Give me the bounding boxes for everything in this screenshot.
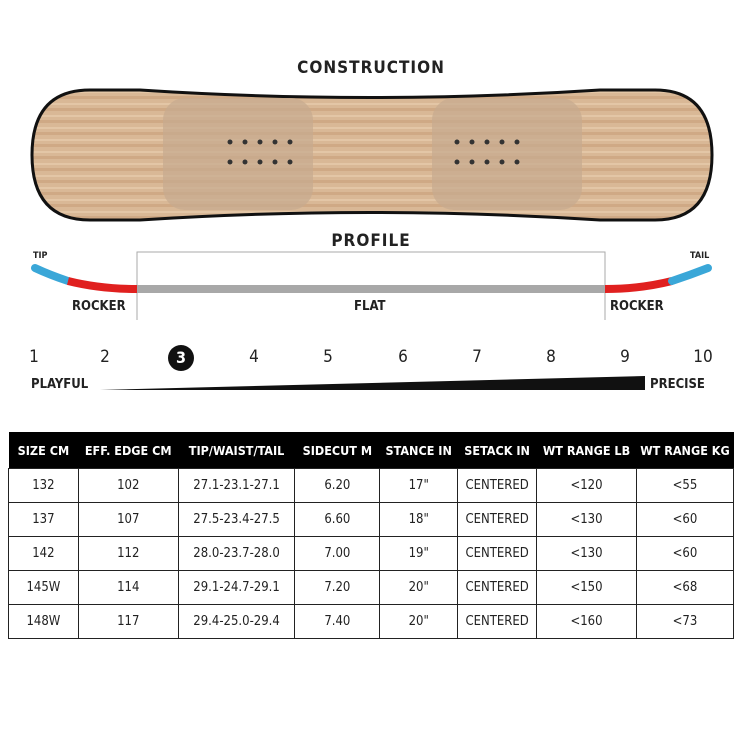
board-shape — [30, 88, 714, 222]
header-size: SIZE CM — [8, 432, 79, 469]
scale-4: 4 — [249, 347, 259, 367]
header-setback: SETACK IN — [457, 432, 537, 469]
binding-insert-zone-left — [163, 98, 313, 210]
table-row: 132 102 27.1-23.1-27.1 6.20 17" CENTERED <120 <… — [8, 468, 735, 503]
tip-section — [31, 264, 72, 285]
table-cell: 7.20 — [294, 570, 381, 605]
table-cell: 20" — [379, 570, 459, 605]
table-cell: <60 — [635, 502, 735, 537]
table-cell: 27.1-23.1-27.1 — [177, 468, 296, 503]
binding-insert-zone-right — [432, 98, 582, 210]
table-cell: 132 — [8, 468, 79, 503]
table-cell: CENTERED — [457, 570, 538, 605]
scale-6: 6 — [398, 347, 408, 367]
construction-title: CONSTRUCTION — [297, 58, 445, 78]
table-row: 145W 114 29.1-24.7-29.1 7.20 20" CENTERED <150… — [8, 570, 735, 605]
table-cell: 7.00 — [294, 536, 381, 571]
rocker-right — [604, 277, 673, 293]
flat-label: FLAT — [354, 299, 386, 314]
table-row: 137 107 27.5-23.4-27.5 6.60 18" CENTERED <130 <… — [8, 502, 735, 537]
table-cell: <130 — [536, 502, 637, 537]
flat-section — [137, 285, 605, 293]
scale-1: 1 — [29, 347, 39, 367]
header-wt-lb: WT RANGE LB — [536, 432, 637, 469]
rocker-left — [67, 277, 138, 293]
table-cell: 117 — [77, 604, 179, 639]
scale-10: 10 — [693, 347, 713, 367]
profile-title: PROFILE — [331, 231, 411, 251]
table-cell: 20" — [379, 604, 459, 639]
table-cell: 112 — [77, 536, 179, 571]
table-cell: <150 — [536, 570, 637, 605]
size-chart-table: SIZE CM EFF. EDGE CM TIP/WAIST/TAIL SIDE… — [8, 432, 735, 639]
table-cell: 19" — [379, 536, 459, 571]
scale-9: 9 — [620, 347, 630, 367]
table-cell: 107 — [77, 502, 179, 537]
table-cell: CENTERED — [457, 536, 538, 571]
table-cell: <73 — [635, 604, 735, 639]
playful-precise-wedge — [100, 376, 645, 390]
table-cell: 102 — [77, 468, 179, 503]
table-cell: 29.1-24.7-29.1 — [177, 570, 296, 605]
table-cell: <60 — [635, 536, 735, 571]
playful-label: PLAYFUL — [31, 377, 89, 392]
table-cell: 145W — [8, 570, 79, 605]
header-wt-kg: WT RANGE KG — [636, 432, 734, 469]
table-cell: <55 — [635, 468, 735, 503]
table-cell: 7.40 — [294, 604, 381, 639]
tail-label: TAIL — [690, 251, 710, 261]
tip-label: TIP — [33, 251, 48, 261]
table-cell: 114 — [77, 570, 179, 605]
precise-label: PRECISE — [650, 377, 705, 392]
table-cell: <130 — [536, 536, 637, 571]
scale-2: 2 — [100, 347, 110, 367]
table-row: 148W 117 29.4-25.0-29.4 7.40 20" CENTERED <160… — [8, 604, 735, 639]
table-cell: 27.5-23.4-27.5 — [177, 502, 296, 537]
table-cell: 18" — [379, 502, 459, 537]
scale-8: 8 — [546, 347, 556, 367]
header-stance: STANCE IN — [379, 432, 458, 469]
table-cell: 29.4-25.0-29.4 — [177, 604, 296, 639]
table-cell: CENTERED — [457, 604, 538, 639]
table-cell: 17" — [379, 468, 459, 503]
header-sidecut: SIDECUT M — [294, 432, 380, 469]
table-cell: CENTERED — [457, 468, 538, 503]
scale-7: 7 — [472, 347, 482, 367]
scale-5: 5 — [323, 347, 333, 367]
header-eff-edge: EFF. EDGE CM — [78, 432, 179, 469]
scale-3-selected: 3 — [168, 345, 194, 371]
table-cell: <160 — [536, 604, 637, 639]
snowboard-illustration — [30, 88, 714, 390]
table-cell: 148W — [8, 604, 79, 639]
table-cell: 142 — [8, 536, 79, 571]
table-cell: <68 — [635, 570, 735, 605]
table-cell: 137 — [8, 502, 79, 537]
table-header-row: SIZE CM EFF. EDGE CM TIP/WAIST/TAIL SIDE… — [8, 432, 734, 469]
header-tip-waist-tail: TIP/WAIST/TAIL — [178, 432, 295, 469]
table-cell: CENTERED — [457, 502, 538, 537]
table-cell: 28.0-23.7-28.0 — [177, 536, 296, 571]
rocker-left-label: ROCKER — [72, 299, 126, 314]
insert-holes — [227, 139, 520, 165]
table-cell: 6.20 — [294, 468, 381, 503]
tail-section — [668, 264, 712, 285]
table-row: 142 112 28.0-23.7-28.0 7.00 19" CENTERED <130 <… — [8, 536, 735, 571]
table-cell: 6.60 — [294, 502, 381, 537]
table-cell: <120 — [536, 468, 637, 503]
rocker-right-label: ROCKER — [610, 299, 664, 314]
